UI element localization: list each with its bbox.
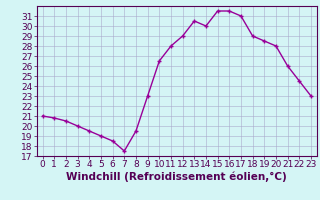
X-axis label: Windchill (Refroidissement éolien,°C): Windchill (Refroidissement éolien,°C) bbox=[67, 172, 287, 182]
